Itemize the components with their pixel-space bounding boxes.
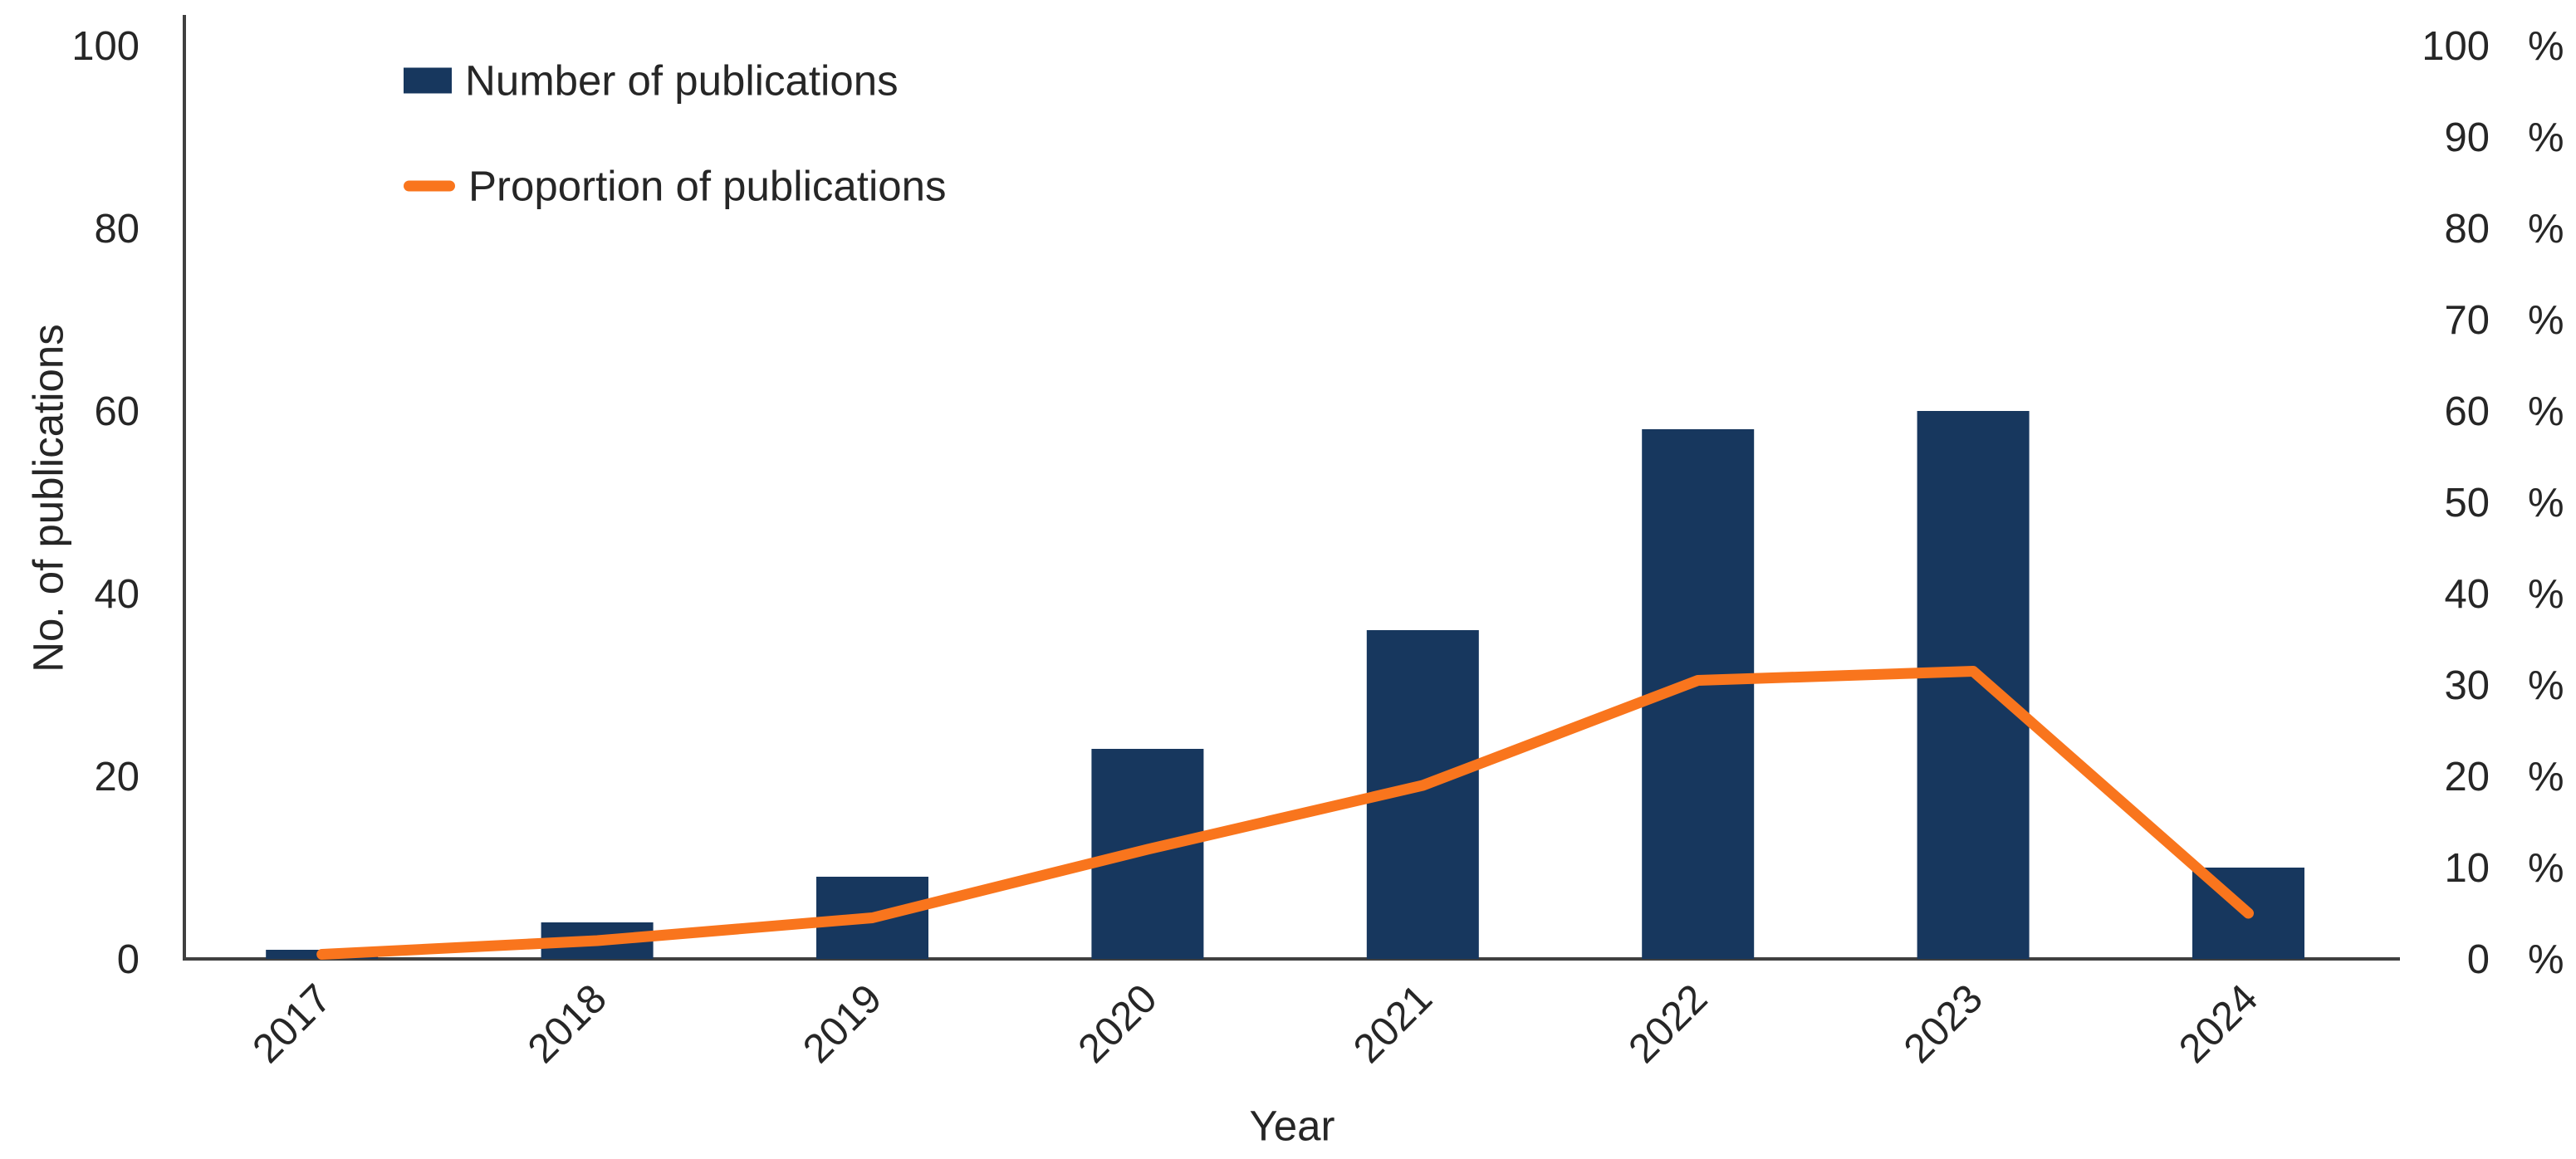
left-axis-tick-label: 20 bbox=[94, 755, 140, 800]
right-axis-tick-label: 20 bbox=[2444, 755, 2490, 800]
right-axis-tick-label: 0 bbox=[2467, 937, 2490, 982]
legend-item-line: Proportion of publications bbox=[404, 162, 947, 211]
left-axis-tick-label: 40 bbox=[94, 572, 140, 617]
right-axis-tick-label: 70 bbox=[2444, 298, 2490, 343]
right-axis-unit-label: % bbox=[2528, 663, 2564, 708]
x-axis-tick-label: 2022 bbox=[1620, 976, 1716, 1072]
right-axis-unit-label: % bbox=[2528, 937, 2564, 982]
legend-item-bars: Number of publications bbox=[404, 56, 899, 105]
x-axis-tick-label: 2020 bbox=[1070, 976, 1165, 1072]
left-axis-tick-label: 0 bbox=[117, 937, 140, 982]
right-axis-tick-label: 40 bbox=[2444, 572, 2490, 617]
right-axis-unit-label: % bbox=[2528, 207, 2564, 252]
right-axis-unit-label: % bbox=[2528, 389, 2564, 434]
right-axis-tick-label: 90 bbox=[2444, 115, 2490, 160]
left-axis-tick-label: 60 bbox=[94, 389, 140, 434]
x-axis-tick-label: 2017 bbox=[244, 976, 340, 1072]
right-axis-tick-label: 80 bbox=[2444, 207, 2490, 252]
right-axis-tick-label: 60 bbox=[2444, 389, 2490, 434]
right-axis-tick-label: 10 bbox=[2444, 846, 2490, 891]
bar-2023 bbox=[1917, 411, 2030, 959]
x-axis-tick-label: 2021 bbox=[1345, 976, 1441, 1072]
right-axis-unit-label: % bbox=[2528, 298, 2564, 343]
x-axis-tick-label: 2018 bbox=[520, 976, 615, 1072]
x-axis-tick-label: 2019 bbox=[795, 976, 890, 1072]
bar-series-swatch-icon bbox=[404, 67, 452, 94]
left-axis-tick-label: 80 bbox=[94, 207, 140, 252]
x-axis-tick-label: 2024 bbox=[2171, 976, 2266, 1072]
left-axis-tick-label: 100 bbox=[71, 24, 140, 69]
x-axis-tick-label: 2023 bbox=[1896, 976, 1991, 1072]
legend-label-bars: Number of publications bbox=[465, 56, 899, 105]
right-axis-unit-label: % bbox=[2528, 755, 2564, 800]
legend-label-line: Proportion of publications bbox=[468, 162, 947, 210]
right-axis-tick-label: 30 bbox=[2444, 663, 2490, 708]
right-axis-tick-label: 100 bbox=[2422, 24, 2490, 69]
right-axis-unit-label: % bbox=[2528, 846, 2564, 891]
right-axis-unit-label: % bbox=[2528, 115, 2564, 160]
right-axis-unit-label: % bbox=[2528, 572, 2564, 617]
proportion-line bbox=[316, 666, 2254, 960]
right-axis-tick-label: 50 bbox=[2444, 481, 2490, 526]
right-axis-unit-label: % bbox=[2528, 24, 2564, 69]
right-axis-unit-label: % bbox=[2528, 481, 2564, 526]
left-axis-title: No. of publications bbox=[24, 324, 72, 672]
x-axis-title: Year bbox=[1249, 1102, 1335, 1150]
line-series-swatch-icon bbox=[404, 180, 455, 192]
